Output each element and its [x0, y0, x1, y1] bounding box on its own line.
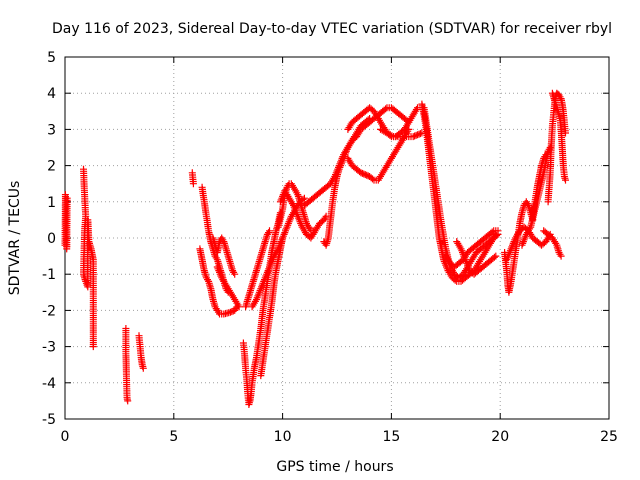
data-point: [124, 397, 132, 405]
data-point: [369, 175, 376, 183]
data-point: [557, 252, 565, 260]
y-tick-label: 5: [47, 50, 56, 66]
chart-title: Day 116 of 2023, Sidereal Day-to-day VTE…: [52, 21, 612, 37]
y-tick-label: 3: [47, 122, 56, 138]
y-tick-label: -5: [42, 412, 56, 428]
data-point: [63, 194, 71, 202]
x-tick-label: 5: [169, 429, 178, 445]
x-tick-label: 25: [600, 429, 618, 445]
y-tick-label: 2: [47, 159, 56, 175]
data-point: [231, 270, 239, 278]
y-tick-label: -3: [42, 340, 56, 356]
x-tick-label: 10: [274, 429, 292, 445]
x-axis-label: GPS time / hours: [276, 459, 393, 475]
axis-ticks: [64, 56, 610, 420]
data-point: [488, 228, 496, 236]
y-tick-labels: -5 -4 -3 -2 -1 0 1 2 3 4 5: [42, 50, 56, 428]
data-point: [405, 125, 413, 133]
x-tick-labels: 0 5 10 15 20 25: [61, 429, 618, 445]
x-tick-label: 0: [61, 429, 70, 445]
data-point: [494, 227, 502, 235]
data-point: [235, 303, 243, 311]
data-point: [89, 343, 97, 351]
x-tick-label: 20: [491, 429, 509, 445]
data-point: [562, 176, 569, 184]
data-point: [492, 252, 500, 260]
y-axis-label: SDTVAR / TECUs: [7, 181, 23, 296]
y-tick-label: 0: [47, 231, 56, 247]
y-tick-label: -4: [42, 376, 56, 392]
y-tick-label: 1: [47, 195, 56, 211]
y-tick-label: -2: [42, 303, 56, 319]
data-point: [382, 105, 390, 113]
y-tick-label: 4: [47, 86, 56, 102]
data-point: [266, 227, 273, 235]
data-point: [388, 132, 396, 140]
data-point: [139, 364, 147, 372]
data-point: [490, 253, 498, 261]
x-tick-label: 15: [382, 429, 400, 445]
data-point: [451, 276, 459, 284]
data-point: [493, 232, 501, 240]
data-points: [61, 89, 569, 408]
y-tick-label: -1: [42, 267, 56, 283]
data-point: [189, 180, 197, 188]
